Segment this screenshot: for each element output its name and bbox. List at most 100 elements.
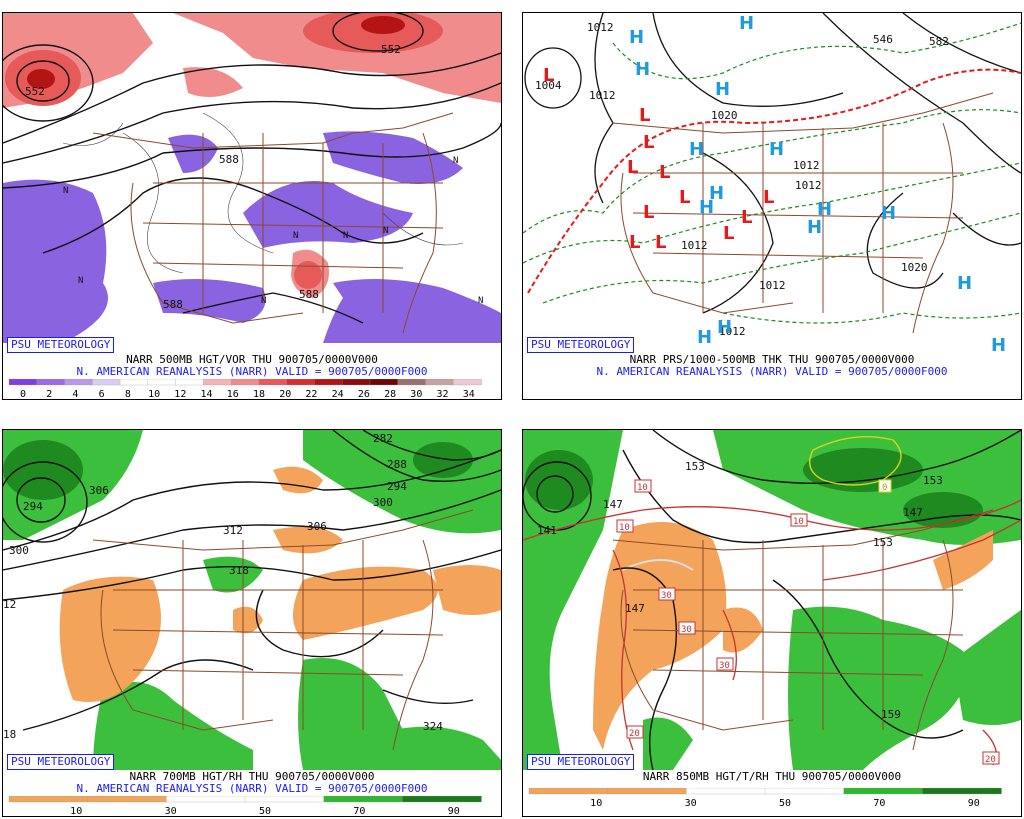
contour-label: 294 — [387, 480, 407, 493]
scale-swatch — [147, 379, 177, 386]
vorticity-min-marker: N — [383, 226, 388, 236]
panel-valid-caption: N. AMERICAN REANALYSIS (NARR) VALID = 90… — [76, 365, 428, 378]
scale-swatch — [175, 379, 205, 386]
panel-700mb-rh: 294 300 306 312 318 282 288 294 300 306 … — [2, 429, 502, 817]
temp-label-box: 0 — [878, 479, 892, 493]
vorticity-color-scale: 0 2 4 6 8 10 12 14 16 18 20 22 24 26 28 30 32 34 — [7, 379, 497, 399]
contour-label: 588 — [163, 298, 183, 311]
contour-label: 294 — [23, 500, 43, 513]
scale-tick-label: 30 — [410, 389, 422, 399]
contour-label: 147 — [903, 506, 923, 519]
contour-label: 306 — [89, 484, 109, 497]
high-pressure-symbol: H — [881, 203, 896, 224]
contour-label: 588 — [219, 153, 239, 166]
contour-label: 318 — [229, 564, 249, 577]
isobar-label: 1004 — [535, 79, 562, 92]
psu-logo: PSU METEOROLOGY — [527, 754, 635, 770]
temp-label-box: 10 — [616, 519, 634, 533]
low-pressure-symbol: L — [659, 162, 670, 183]
vorticity-min-marker: N — [78, 276, 83, 286]
low-pressure-symbol: L — [741, 207, 752, 228]
isobar-label: 1012 — [759, 279, 786, 292]
contour-label: 153 — [873, 536, 893, 549]
temp-label-box: 30 — [658, 587, 676, 601]
scale-swatch — [92, 379, 121, 386]
scale-swatch — [8, 796, 89, 803]
thickness-label: 582 — [929, 35, 949, 48]
thickness-label: 546 — [873, 33, 893, 46]
scale-swatch — [36, 379, 66, 386]
temp-label: 0 — [882, 483, 887, 493]
high-pressure-symbol: H — [739, 13, 754, 34]
scale-tick-label: 32 — [437, 389, 449, 399]
scale-tick-label: 6 — [99, 389, 105, 399]
vorticity-color-scale-svg: 0 2 4 6 8 10 12 14 16 18 20 22 24 26 28 30 32 34 — [8, 379, 482, 399]
contour-label: 153 — [685, 460, 705, 473]
map-700mb: 294 300 306 312 318 282 288 294 300 306 … — [3, 430, 501, 770]
height-contours — [3, 430, 501, 731]
psu-logo: PSU METEOROLOGY — [527, 337, 635, 353]
scale-tick-label: 0 — [20, 389, 26, 399]
panel-valid-caption: N. AMERICAN REANALYSIS (NARR) VALID = 90… — [76, 782, 428, 795]
scale-tick-label: 90 — [968, 798, 980, 808]
scale-swatch — [607, 788, 687, 795]
map-pressure: 1004 1012 1012 1012 1020 1012 1012 1012 … — [523, 13, 1021, 353]
contour-label: 312 — [223, 524, 243, 537]
scale-tick-label: 30 — [685, 798, 697, 808]
scale-tick-label: 4 — [72, 389, 78, 399]
high-pressure-symbol: H — [769, 139, 784, 160]
isobar-label: 1012 — [587, 21, 614, 34]
high-pressure-symbol: H — [629, 27, 644, 48]
scale-tick-label: 34 — [463, 389, 475, 399]
vorticity-min-marker: N — [478, 296, 483, 306]
temp-label-box: 10 — [790, 513, 808, 527]
temp-label-box: 20 — [982, 751, 1000, 765]
isobars — [524, 13, 1021, 314]
contour-label: 288 — [387, 458, 407, 471]
scale-swatch — [258, 379, 288, 386]
political-borders — [92, 509, 474, 751]
high-pressure-symbol: H — [635, 59, 650, 80]
contour-label: 552 — [25, 85, 45, 98]
temp-label: 20 — [985, 755, 996, 765]
high-pressure-symbol: H — [817, 199, 832, 220]
political-borders — [92, 112, 454, 334]
scale-tick-label: 90 — [448, 806, 460, 816]
isobar-label: 1012 — [795, 179, 822, 192]
panel-caption: NARR 700MB HGT/RH THU 900705/0000V000 — [129, 770, 375, 783]
scale-tick-label: 50 — [779, 798, 791, 808]
high-pressure-symbol: H — [991, 335, 1006, 353]
map-700mb-svg: 294 300 306 312 318 282 288 294 300 306 … — [3, 430, 501, 770]
temp-label: 20 — [629, 729, 640, 739]
psu-logo: PSU METEOROLOGY — [7, 754, 115, 770]
contour-label: 552 — [381, 43, 401, 56]
isobar-label: 1012 — [589, 89, 616, 102]
vorticity-negative-areas — [3, 131, 501, 343]
scale-swatch — [397, 379, 427, 386]
rh-blank-areas — [622, 559, 694, 571]
psu-logo: PSU METEOROLOGY — [7, 337, 115, 353]
high-pressure-symbol: H — [709, 183, 724, 204]
map-500mb-svg: 552 588 588 588 552 N N N N N N N N — [3, 13, 501, 343]
scale-tick-label: 22 — [305, 389, 317, 399]
temp-label: 30 — [681, 625, 692, 635]
contour-label: 12 — [3, 598, 16, 611]
vorticity-min-marker: N — [293, 231, 298, 241]
low-pressure-symbol: L — [629, 232, 640, 253]
scale-tick-label: 10 — [70, 806, 82, 816]
map-pressure-svg: 1004 1012 1012 1012 1020 1012 1012 1012 … — [523, 13, 1021, 353]
isobar-label: 1012 — [793, 159, 820, 172]
scale-swatch — [528, 788, 609, 795]
vorticity-contours — [62, 112, 464, 274]
contour-label: 306 — [307, 520, 327, 533]
contour-label: 18 — [3, 728, 16, 741]
temp-label-box: 30 — [678, 621, 696, 635]
rh-dry-areas — [593, 522, 993, 750]
map-500mb: 552 588 588 588 552 N N N N N N N N — [3, 13, 501, 353]
isobar-label: 1012 — [719, 325, 746, 338]
isobar-label: 1020 — [901, 261, 928, 274]
scale-swatch — [314, 379, 343, 386]
low-pressure-symbol: L — [763, 187, 774, 208]
contour-label: 159 — [881, 708, 901, 721]
panel-500mb-vorticity: 552 588 588 588 552 N N N N N N N N PSU … — [2, 12, 502, 400]
